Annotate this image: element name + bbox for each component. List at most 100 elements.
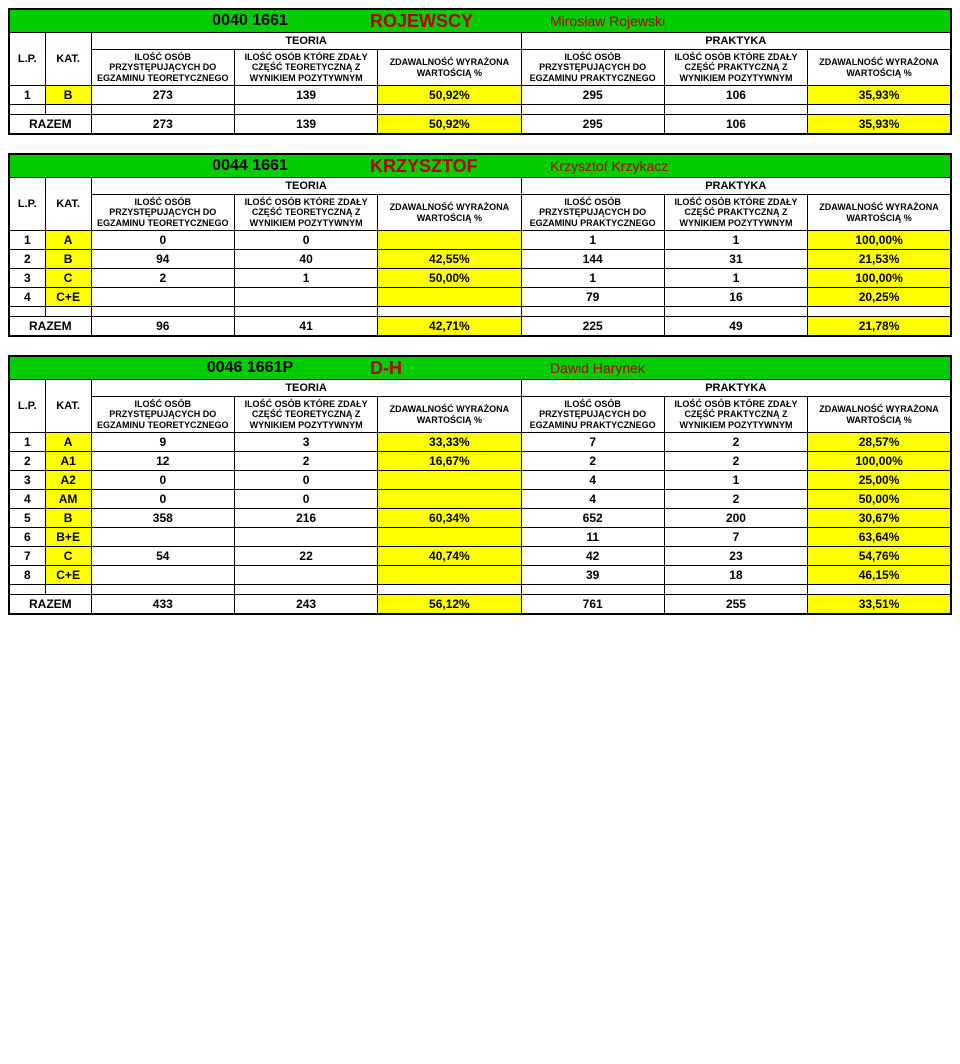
block-title-bar: 0040 1661ROJEWSCYMirosław Rojewski — [8, 8, 952, 32]
col-teo-pct: ZDAWALNOŚĆ WYRAŻONA WARTOŚCIĄ % — [378, 195, 521, 231]
col-pra-pct: ZDAWALNOŚĆ WYRAŻONA WARTOŚCIĄ % — [808, 50, 951, 86]
totals-row: RAZEM43324356,12%76125533,51% — [9, 595, 951, 615]
col-teo-pass: ILOŚĆ OSÓB KTÓRE ZDAŁY CZĘŚĆ TEORETYCZNĄ… — [234, 195, 377, 231]
cell-pra-p: 2 — [664, 490, 807, 509]
cell-teo-n: 0 — [91, 231, 234, 250]
razem-label: RAZEM — [9, 115, 91, 135]
cell-teo-pct: 40,74% — [378, 547, 521, 566]
blank-row — [9, 307, 951, 317]
exam-block: 0040 1661ROJEWSCYMirosław RojewskiL.P.KA… — [8, 8, 952, 135]
cell-lp: 7 — [9, 547, 45, 566]
cell-pra-n: 42 — [521, 547, 664, 566]
tot-teo-n: 273 — [91, 115, 234, 135]
cell-teo-p: 2 — [234, 452, 377, 471]
cell-pra-pct: 100,00% — [808, 452, 951, 471]
col-teoria-group: TEORIA — [91, 33, 521, 50]
tot-teo-p: 139 — [234, 115, 377, 135]
cell-teo-p: 1 — [234, 269, 377, 288]
cell-pra-pct: 21,53% — [808, 250, 951, 269]
cell-lp: 1 — [9, 231, 45, 250]
col-teo-count: ILOŚĆ OSÓB PRZYSTĘPUJĄCYCH DO EGZAMINU T… — [91, 397, 234, 433]
cell-teo-p: 40 — [234, 250, 377, 269]
cell-teo-p: 0 — [234, 490, 377, 509]
cell-pra-n: 295 — [521, 86, 664, 105]
cell-pra-pct: 35,93% — [808, 86, 951, 105]
table-row: 8C+E391846,15% — [9, 566, 951, 585]
col-kat: KAT. — [45, 178, 91, 231]
block-title-bar: 0044 1661KRZYSZTOFKrzysztof Krzykacz — [8, 153, 952, 177]
cell-pra-pct: 100,00% — [808, 269, 951, 288]
table-row: 2B944042,55%1443121,53% — [9, 250, 951, 269]
col-praktyka-group: PRAKTYKA — [521, 380, 951, 397]
cell-teo-p: 139 — [234, 86, 377, 105]
block-code: 0046 1661P — [130, 359, 370, 377]
table-row: 3C2150,00%11100,00% — [9, 269, 951, 288]
cell-pra-p: 16 — [664, 288, 807, 307]
cell-kat: AM — [45, 490, 91, 509]
col-teo-pass: ILOŚĆ OSÓB KTÓRE ZDAŁY CZĘŚĆ TEORETYCZNĄ… — [234, 50, 377, 86]
col-kat: KAT. — [45, 33, 91, 86]
tot-pra-pct: 21,78% — [808, 317, 951, 337]
cell-teo-pct — [378, 471, 521, 490]
cell-pra-p: 23 — [664, 547, 807, 566]
cell-pra-p: 1 — [664, 231, 807, 250]
cell-pra-p: 106 — [664, 86, 807, 105]
block-big-name: KRZYSZTOF — [370, 156, 550, 177]
cell-teo-n: 54 — [91, 547, 234, 566]
tot-teo-n: 96 — [91, 317, 234, 337]
cell-lp: 4 — [9, 288, 45, 307]
col-pra-count: ILOŚĆ OSÓB PRZYSTĘPUJĄCYCH DO EGZAMINU P… — [521, 397, 664, 433]
cell-teo-pct: 50,00% — [378, 269, 521, 288]
cell-teo-pct — [378, 231, 521, 250]
exam-block: 0046 1661PD-HDawid HarynekL.P.KAT.TEORIA… — [8, 355, 952, 615]
cell-teo-p — [234, 288, 377, 307]
cell-pra-p: 31 — [664, 250, 807, 269]
table-row: 1A9333,33%7228,57% — [9, 433, 951, 452]
col-lp: L.P. — [9, 178, 45, 231]
cell-pra-pct: 50,00% — [808, 490, 951, 509]
tot-pra-p: 49 — [664, 317, 807, 337]
col-lp: L.P. — [9, 33, 45, 86]
cell-teo-pct: 50,92% — [378, 86, 521, 105]
table-row: 7C542240,74%422354,76% — [9, 547, 951, 566]
cell-teo-n: 358 — [91, 509, 234, 528]
cell-pra-n: 4 — [521, 471, 664, 490]
totals-row: RAZEM964142,71%2254921,78% — [9, 317, 951, 337]
col-teo-count: ILOŚĆ OSÓB PRZYSTĘPUJĄCYCH DO EGZAMINU T… — [91, 195, 234, 231]
cell-pra-n: 1 — [521, 269, 664, 288]
cell-pra-pct: 30,67% — [808, 509, 951, 528]
cell-pra-n: 7 — [521, 433, 664, 452]
col-pra-count: ILOŚĆ OSÓB PRZYSTĘPUJĄCYCH DO EGZAMINU P… — [521, 50, 664, 86]
block-title-bar: 0046 1661PD-HDawid Harynek — [8, 355, 952, 379]
tot-teo-pct: 42,71% — [378, 317, 521, 337]
cell-kat: C+E — [45, 288, 91, 307]
block-big-name: D-H — [370, 358, 550, 379]
cell-teo-pct: 33,33% — [378, 433, 521, 452]
cell-kat: B — [45, 509, 91, 528]
cell-pra-pct: 25,00% — [808, 471, 951, 490]
tot-teo-p: 41 — [234, 317, 377, 337]
cell-pra-p: 200 — [664, 509, 807, 528]
cell-teo-n — [91, 528, 234, 547]
tot-teo-pct: 50,92% — [378, 115, 521, 135]
tot-pra-pct: 35,93% — [808, 115, 951, 135]
razem-label: RAZEM — [9, 317, 91, 337]
table-row: 1B27313950,92%29510635,93% — [9, 86, 951, 105]
cell-teo-p: 0 — [234, 231, 377, 250]
razem-label: RAZEM — [9, 595, 91, 615]
cell-kat: C — [45, 269, 91, 288]
table-row: 5B35821660,34%65220030,67% — [9, 509, 951, 528]
cell-lp: 3 — [9, 269, 45, 288]
cell-teo-pct — [378, 288, 521, 307]
cell-teo-n: 0 — [91, 490, 234, 509]
block-big-name: ROJEWSCY — [370, 11, 550, 32]
col-praktyka-group: PRAKTYKA — [521, 33, 951, 50]
cell-pra-pct: 28,57% — [808, 433, 951, 452]
cell-teo-pct — [378, 528, 521, 547]
col-pra-pass: ILOŚĆ OSÓB KTÓRE ZDAŁY CZĘŚĆ PRAKTYCZNĄ … — [664, 195, 807, 231]
col-lp: L.P. — [9, 380, 45, 433]
cell-kat: B+E — [45, 528, 91, 547]
cell-pra-pct: 63,64% — [808, 528, 951, 547]
cell-pra-p: 2 — [664, 433, 807, 452]
blank-row — [9, 105, 951, 115]
